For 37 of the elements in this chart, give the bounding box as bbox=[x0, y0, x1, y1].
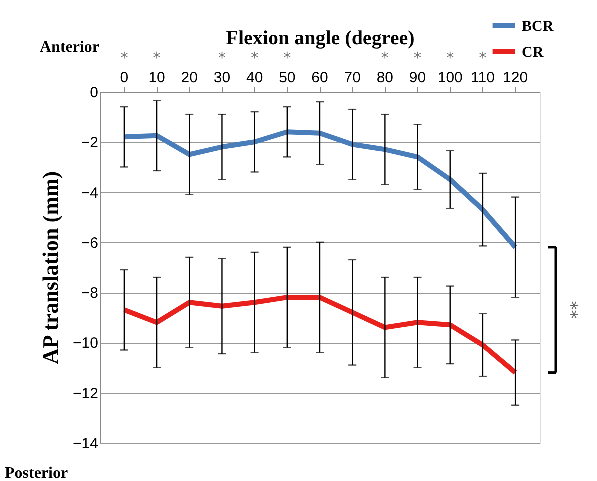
text: * bbox=[479, 49, 488, 67]
text: * bbox=[284, 49, 292, 67]
x-tick-label: 10 bbox=[148, 70, 166, 86]
y-tick-label: −6 bbox=[81, 234, 98, 252]
x-tick-label: 40 bbox=[246, 70, 264, 86]
x-tick-label: 70 bbox=[344, 70, 361, 86]
legend-label: CR bbox=[522, 45, 544, 61]
x-tick-label: 100 bbox=[438, 70, 463, 86]
x-tick-label: 90 bbox=[409, 70, 426, 86]
x-tick-label: 0 bbox=[120, 70, 129, 86]
y-axis-title: AP translation (mm) bbox=[38, 171, 64, 365]
y-tick-label: −12 bbox=[73, 385, 98, 402]
y-tick-label: −10 bbox=[73, 335, 98, 352]
y-tick-label: −14 bbox=[73, 436, 98, 452]
x-tick-label: 60 bbox=[312, 70, 328, 86]
x-tick-label: 50 bbox=[279, 70, 296, 86]
text: Posterior bbox=[5, 465, 68, 481]
text: ** bbox=[560, 301, 581, 320]
y-tick-label: 0 bbox=[90, 84, 98, 102]
text: * bbox=[381, 49, 390, 67]
y-tick-label: −4 bbox=[81, 184, 98, 202]
x-tick-label: 120 bbox=[503, 70, 528, 86]
text: * bbox=[251, 49, 260, 67]
x-axis-title: Flexion angle (degree) bbox=[226, 28, 415, 50]
y-tick-label: −8 bbox=[81, 285, 98, 302]
text: * bbox=[446, 49, 455, 67]
x-tick-label: 110 bbox=[471, 70, 495, 86]
text: Anterior bbox=[40, 39, 100, 56]
x-tick-label: 30 bbox=[214, 70, 231, 86]
text: * bbox=[153, 49, 162, 67]
text: * bbox=[120, 49, 129, 67]
x-tick-label: 80 bbox=[376, 70, 394, 86]
legend-label: BCR bbox=[522, 19, 554, 35]
text: * bbox=[218, 49, 226, 67]
x-tick-label: 20 bbox=[181, 70, 198, 86]
y-tick-label: −2 bbox=[81, 134, 98, 152]
text: * bbox=[414, 49, 422, 67]
